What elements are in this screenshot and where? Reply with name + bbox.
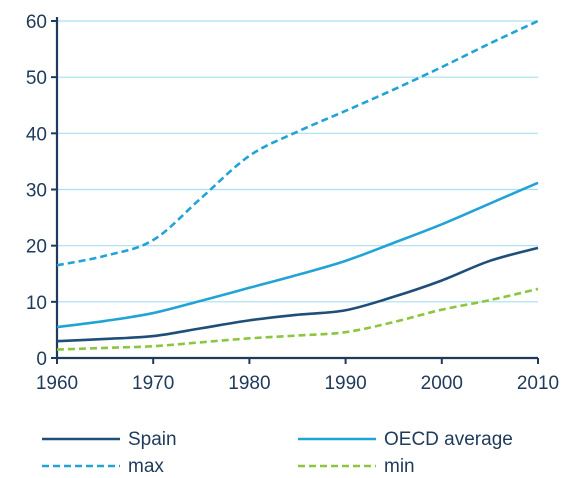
y-tick-label-10: 10 bbox=[26, 293, 47, 314]
x-tick-label-1960: 1960 bbox=[36, 373, 78, 394]
y-tick-label-50: 50 bbox=[26, 68, 47, 89]
y-tick-label-20: 20 bbox=[26, 237, 47, 258]
legend-item-min: min bbox=[298, 456, 415, 477]
x-tick-label-2000: 2000 bbox=[421, 373, 463, 394]
y-tick-label-30: 30 bbox=[26, 181, 47, 202]
series-lines bbox=[56, 19, 539, 351]
legend-item-oecd-average: OECD average bbox=[298, 429, 513, 450]
x-tick-label-1980: 1980 bbox=[228, 373, 270, 394]
legend: Spain OECD average max min bbox=[42, 429, 513, 477]
series-line-spain bbox=[56, 246, 539, 343]
x-tick-label-1970: 1970 bbox=[132, 373, 174, 394]
x-tick-label-1990: 1990 bbox=[324, 373, 366, 394]
y-tick-label-60: 60 bbox=[26, 12, 47, 33]
legend-label-min: min bbox=[384, 456, 415, 477]
series-line-oecd-average bbox=[56, 181, 539, 329]
legend-item-max: max bbox=[42, 456, 164, 477]
y-tick-label-0: 0 bbox=[36, 349, 47, 370]
y-tick-label-40: 40 bbox=[26, 124, 47, 145]
axes bbox=[51, 17, 539, 364]
series-line-min bbox=[56, 287, 539, 351]
legend-label-spain: Spain bbox=[128, 429, 177, 450]
grid-lines bbox=[57, 20, 538, 303]
legend-label-oecd-average: OECD average bbox=[384, 429, 513, 450]
legend-label-max: max bbox=[128, 456, 164, 477]
series-line-max bbox=[56, 19, 539, 267]
x-tick-label-2010: 2010 bbox=[517, 373, 559, 394]
legend-item-spain: Spain bbox=[42, 429, 177, 450]
tick-labels: 0 10 20 30 40 50 60 1960 1970 1980 1990 2000 2010 bbox=[26, 12, 559, 394]
